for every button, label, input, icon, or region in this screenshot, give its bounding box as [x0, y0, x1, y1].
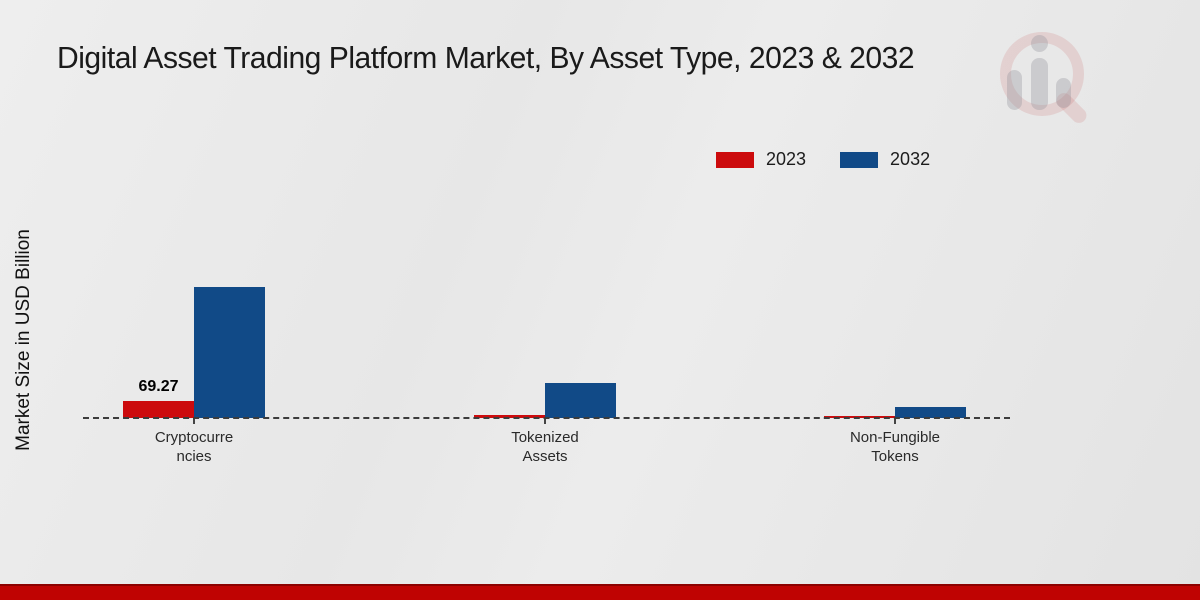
- legend-swatch-2023: [716, 151, 754, 168]
- bar-2032-tokenized-assets: [545, 382, 616, 418]
- x-axis-category-label: Cryptocurre ncies: [154, 429, 234, 465]
- axis-baseline: [83, 417, 1010, 419]
- x-axis-category-label: Tokenized Assets: [511, 429, 579, 465]
- x-axis-category-label: Non-Fungible Tokens: [849, 429, 941, 465]
- market-research-watermark-icon: [998, 28, 1108, 128]
- watermark-dot-icon: [1031, 35, 1048, 52]
- bar-2023-cryptocurrencies: [123, 400, 194, 418]
- watermark-bar-icon: [1007, 70, 1022, 110]
- watermark-bar-icon: [1056, 78, 1071, 108]
- legend-item-2032: 2032: [840, 149, 930, 170]
- y-axis-label: Market Size in USD Billion: [13, 229, 34, 451]
- x-axis-tick: [544, 418, 546, 424]
- bar-value-label: 69.27: [138, 377, 179, 395]
- bar-2023-tokenized-assets: [474, 414, 545, 418]
- legend-swatch-2032: [840, 151, 879, 168]
- footer-accent-bar: [0, 584, 1200, 600]
- chart-title: Digital Asset Trading Platform Market, B…: [57, 40, 915, 75]
- x-axis-tick: [894, 418, 896, 424]
- legend-label-2032: 2032: [890, 149, 931, 169]
- legend-label-2023: 2023: [766, 149, 807, 169]
- x-axis-tick: [193, 418, 195, 424]
- watermark-bar-icon: [1031, 58, 1048, 110]
- magnifier-ring-icon: [1000, 32, 1084, 116]
- bar-2032-non-fungible-tokens: [895, 406, 966, 418]
- legend-item-2023: 2023: [716, 149, 806, 170]
- bar-2032-cryptocurrencies: [194, 287, 265, 418]
- chart-legend: 2023 2032: [716, 149, 930, 170]
